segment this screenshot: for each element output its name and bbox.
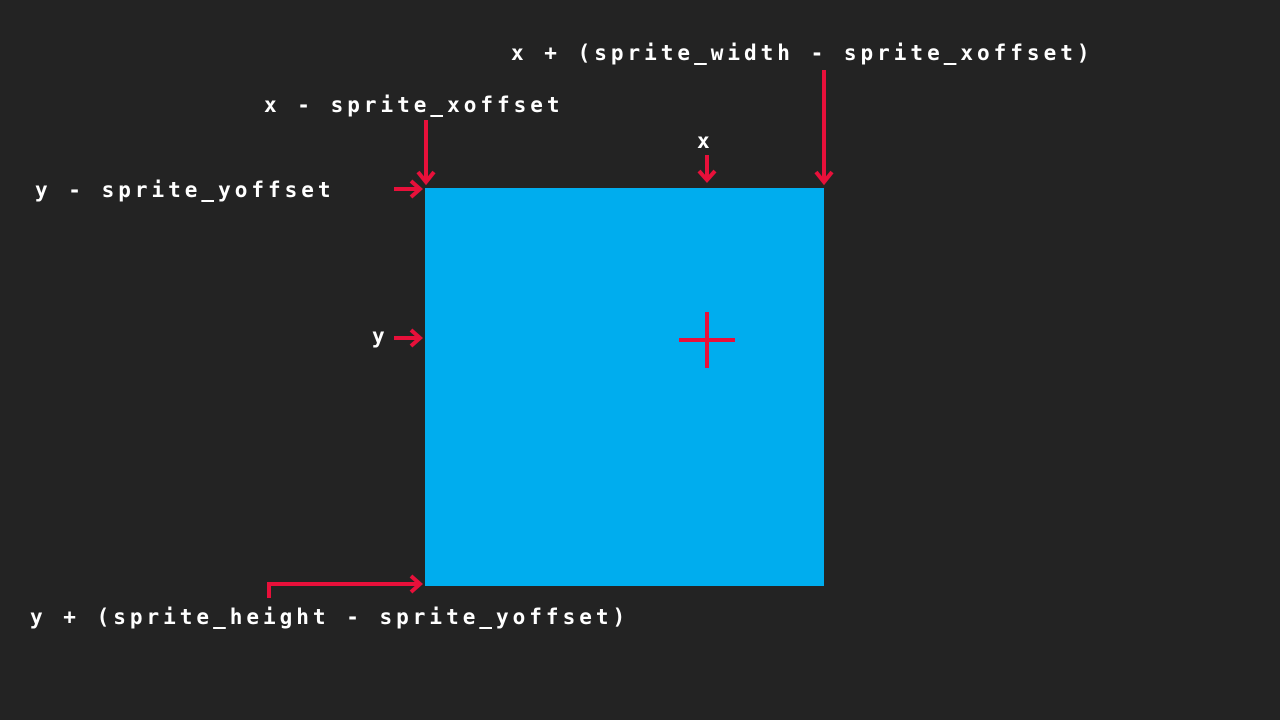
right-edge-arrow [814, 70, 834, 186]
origin-crosshair-icon [679, 312, 735, 368]
left-edge-arrow [416, 120, 436, 186]
origin-x-label: x [697, 129, 714, 153]
top-edge-label: y - sprite_yoffset [35, 178, 335, 202]
origin-y-arrow [394, 328, 424, 348]
origin-y-label: y [372, 324, 389, 348]
origin-x-arrow [697, 155, 717, 184]
bottom-edge-arrow [267, 574, 424, 598]
sprite-rectangle [425, 188, 824, 586]
top-edge-arrow [394, 179, 424, 199]
bottom-edge-label: y + (sprite_height - sprite_yoffset) [30, 605, 629, 629]
right-edge-label: x + (sprite_width - sprite_xoffset) [511, 41, 1094, 65]
left-edge-label: x - sprite_xoffset [264, 93, 564, 117]
